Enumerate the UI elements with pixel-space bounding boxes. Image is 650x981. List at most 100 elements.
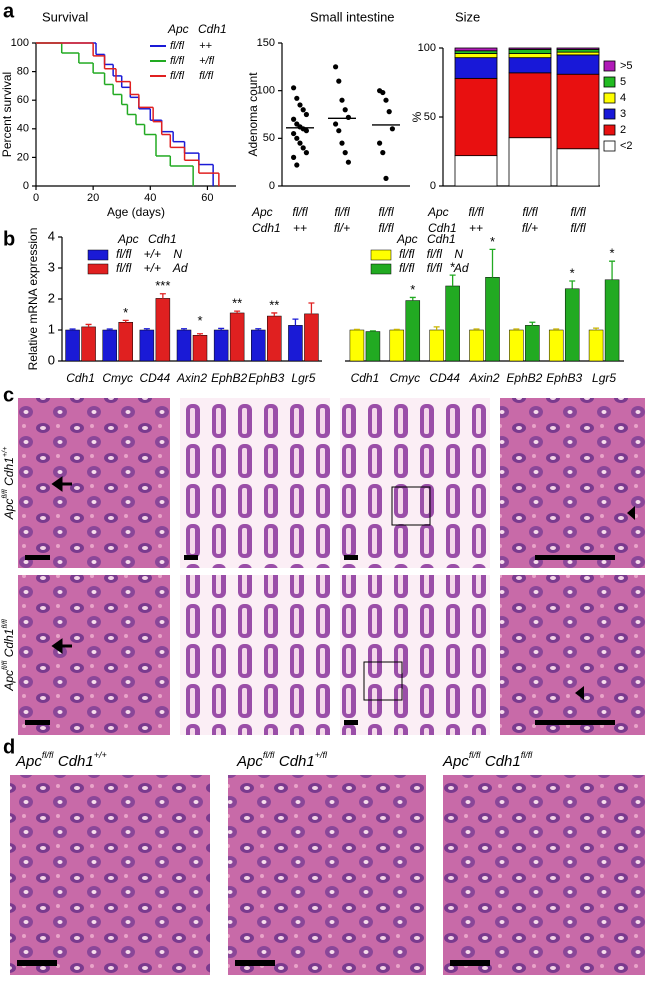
bar bbox=[525, 325, 540, 362]
legend-label: 5 bbox=[620, 76, 626, 88]
error-bar bbox=[292, 318, 299, 326]
significance: * bbox=[610, 246, 615, 261]
data-point bbox=[339, 97, 345, 103]
y-tick-label: 0 bbox=[48, 352, 55, 367]
significance: * bbox=[123, 305, 128, 320]
legend-label: fl/fl ++ bbox=[170, 40, 213, 52]
gene: Cdh1 bbox=[2, 629, 16, 658]
x-tick-label: Axin2 bbox=[468, 371, 499, 385]
error-bar bbox=[308, 302, 315, 314]
micrograph bbox=[10, 775, 210, 975]
histology-images bbox=[10, 398, 645, 975]
error-bar bbox=[393, 328, 400, 331]
data-point bbox=[383, 97, 389, 103]
group-label: fl/+ bbox=[334, 221, 350, 235]
y-axis-label: Relative mRNA expression bbox=[26, 228, 40, 371]
error-bar bbox=[473, 328, 480, 330]
bar-segment bbox=[454, 47, 498, 52]
error-bar bbox=[353, 328, 360, 331]
x-tick-label: EphB3 bbox=[248, 371, 284, 385]
scale-bar bbox=[535, 555, 615, 560]
legend-header: Apc bbox=[117, 232, 139, 246]
group-label: fl/fl bbox=[292, 205, 308, 219]
legend-swatch bbox=[603, 140, 616, 152]
superscript: +/+ bbox=[94, 750, 107, 760]
bar bbox=[118, 322, 133, 362]
legend-swatch bbox=[370, 249, 392, 261]
x-tick-label: 0 bbox=[33, 192, 39, 204]
bar bbox=[365, 331, 381, 362]
legend-label: 3 bbox=[620, 108, 626, 120]
bar bbox=[469, 329, 484, 362]
error-bar bbox=[197, 333, 203, 336]
legend-swatch bbox=[603, 124, 616, 136]
gene: Apc bbox=[2, 499, 16, 521]
error-bar bbox=[569, 280, 576, 289]
error-bar bbox=[271, 312, 278, 317]
error-bar bbox=[159, 293, 166, 299]
y-tick-label: 4 bbox=[48, 228, 55, 243]
micrograph bbox=[500, 398, 645, 568]
bar bbox=[405, 300, 421, 362]
panel-label: d bbox=[3, 736, 15, 758]
legend-swatch bbox=[603, 108, 616, 120]
significance: * bbox=[450, 260, 455, 275]
error-bar bbox=[593, 327, 600, 330]
x-tick-label: CD44 bbox=[429, 371, 460, 385]
bar-segment bbox=[508, 137, 552, 187]
scale-bar bbox=[184, 555, 198, 560]
x-tick-label: EphB3 bbox=[546, 371, 582, 385]
bar bbox=[81, 326, 96, 362]
gene: Apc bbox=[15, 753, 42, 770]
bar bbox=[304, 313, 319, 362]
y-tick-label: 0 bbox=[430, 180, 436, 192]
legend-label: fl/fl fl/fl bbox=[170, 70, 214, 82]
micrograph bbox=[18, 575, 170, 735]
gene: Cdh1 bbox=[58, 753, 94, 770]
error-bar bbox=[106, 328, 113, 330]
legend-label: 4 bbox=[620, 92, 626, 104]
superscript: fl/fl bbox=[521, 750, 534, 760]
bar bbox=[389, 329, 405, 362]
scale-bar bbox=[535, 720, 615, 725]
group-label: fl/fl bbox=[570, 205, 586, 219]
legend-swatch bbox=[603, 76, 616, 88]
micrograph bbox=[500, 575, 645, 735]
bar-segment bbox=[556, 54, 600, 75]
arrowhead bbox=[627, 506, 635, 520]
error-bar bbox=[85, 323, 92, 327]
legend-header: Cdh1 bbox=[148, 232, 177, 246]
scale-bar bbox=[344, 720, 358, 725]
bar bbox=[213, 329, 229, 362]
gene: Apc bbox=[442, 753, 469, 770]
significance: ** bbox=[232, 296, 242, 311]
bar-segment bbox=[508, 57, 552, 74]
micrograph bbox=[180, 575, 330, 735]
bar-segment bbox=[556, 51, 600, 56]
bar bbox=[349, 329, 365, 362]
bar bbox=[604, 279, 620, 362]
superscript: fl/fl bbox=[263, 750, 276, 760]
data-point bbox=[291, 130, 297, 137]
bar bbox=[267, 315, 282, 362]
y-tick-label: 50 bbox=[263, 132, 275, 144]
micrograph bbox=[180, 398, 330, 568]
data-point bbox=[345, 159, 351, 165]
bar bbox=[229, 312, 245, 362]
x-tick-label: Cmyc bbox=[389, 371, 420, 385]
y-tick-label: 40 bbox=[17, 123, 29, 135]
bar bbox=[65, 329, 80, 362]
arrow bbox=[51, 476, 72, 492]
data-point bbox=[377, 140, 383, 146]
y-tick-label: 60 bbox=[17, 94, 29, 106]
bar-segment bbox=[508, 53, 552, 59]
data-point bbox=[333, 121, 339, 127]
gene: Apc bbox=[236, 753, 263, 770]
error-bar bbox=[255, 328, 262, 330]
x-tick-label: Lgr5 bbox=[592, 371, 616, 385]
y-tick-label: 3 bbox=[48, 259, 55, 274]
scale-bar bbox=[450, 960, 490, 966]
legend-label: 2 bbox=[620, 124, 626, 136]
legend-label: fl/fl +/fl bbox=[170, 55, 215, 67]
